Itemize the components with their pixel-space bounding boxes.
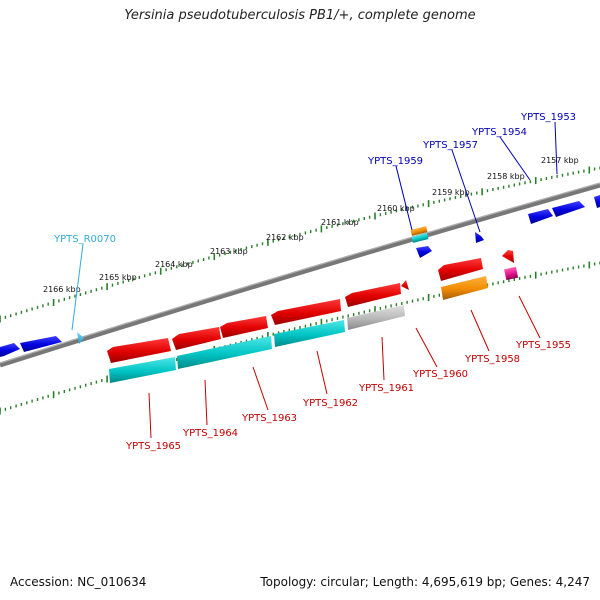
gene-label-1960[interactable]: YPTS_1960 [412,369,468,380]
gene-label-1965[interactable]: YPTS_1965 [125,441,181,452]
gene-label-1961[interactable]: YPTS_1961 [358,383,414,394]
gene-arrow-light-blue[interactable] [77,332,84,344]
gene-box-cyan[interactable] [274,320,345,347]
gene-label-1957[interactable]: YPTS_1957 [422,140,478,151]
gene-label-r0070[interactable]: YPTS_R0070 [53,234,116,245]
scale-label-2162: 2162 kbp [266,233,304,242]
scale-label-2158: 2158 kbp [487,172,525,181]
gene-arrow-blue[interactable] [594,195,600,208]
gene-arrow-red[interactable] [172,327,221,350]
gene-arrow-blue[interactable] [528,209,553,224]
gene-label-1953[interactable]: YPTS_1953 [520,112,576,123]
scale-label-2161: 2161 kbp [321,218,359,227]
gene-label-1955[interactable]: YPTS_1955 [515,340,571,351]
label-line-r0070 [71,243,84,331]
gene-arrow-red[interactable] [401,280,409,290]
scale-label-2165: 2165 kbp [99,273,137,282]
genome-backbone [0,182,600,368]
gene-arrow-red[interactable] [502,250,514,263]
gene-arrow-blue[interactable] [416,246,432,258]
scale-label-2164: 2164 kbp [155,260,193,269]
reverse-genes-row2 [109,276,488,383]
gene-arrow-blue[interactable] [20,336,62,352]
label-line-1962 [316,350,328,395]
gene-box-gray[interactable] [347,305,405,330]
label-line-1953 [554,121,558,175]
gene-label-1964[interactable]: YPTS_1964 [182,428,238,439]
label-line-1963 [252,366,269,411]
gene-label-1962[interactable]: YPTS_1962 [302,398,358,409]
gene-label-1963[interactable]: YPTS_1963 [241,413,297,424]
gene-label-1958[interactable]: YPTS_1958 [464,354,520,365]
gene-arrow-red[interactable] [438,258,483,281]
scale-label-2159: 2159 kbp [432,188,470,197]
label-line-1959 [395,165,413,231]
gene-arrow-blue[interactable] [552,201,585,217]
gene-box-cyan[interactable] [177,336,272,369]
gene-box-cyan[interactable] [411,233,429,243]
forward-genes [0,195,600,357]
scale-label-2157: 2157 kbp [541,156,579,165]
gene-arrow-blue[interactable] [475,232,484,243]
gene-labels: YPTS_1953 YPTS_1954 YPTS_1957 YPTS_1959 … [53,112,576,452]
scale-label-2166: 2166 kbp [43,285,81,294]
gene-arrow-red[interactable] [271,299,341,325]
gene-arrow-red[interactable] [220,316,268,338]
scale-label-2163: 2163 kbp [210,247,248,256]
label-line-1964 [204,379,208,426]
gene-box-pink[interactable] [504,266,519,281]
scale-labels: 2157 kbp 2158 kbp 2159 kbp 2160 kbp 2161… [43,156,579,294]
scale-label-2160: 2160 kbp [377,204,415,213]
gene-box-cyan[interactable] [109,357,176,383]
map-title: Yersinia pseudotuberculosis PB1/+, compl… [124,8,476,23]
label-line-1965 [148,392,152,439]
gene-label-1959[interactable]: YPTS_1959 [367,156,423,167]
genome-backbone-highlight [0,182,600,364]
label-line-1957 [451,149,481,233]
gene-arrow-blue[interactable] [0,343,20,357]
genome-summary-text: Topology: circular; Length: 4,695,619 bp… [260,575,590,589]
label-line-1960 [415,327,438,368]
label-line-1958 [470,309,490,352]
label-line-1954 [499,136,531,181]
accession-text: Accession: NC_010634 [10,575,147,589]
label-line-1955 [518,295,541,339]
label-line-1961 [381,336,385,381]
scale-ticks-upper [0,166,600,323]
gene-arrow-red[interactable] [107,338,171,363]
gene-arrow-red[interactable] [345,283,401,307]
gene-box-orange[interactable] [441,276,488,300]
label-lines [71,121,558,439]
gene-box-orange[interactable] [410,226,428,236]
gene-label-1954[interactable]: YPTS_1954 [471,127,527,138]
reverse-genes-row1 [107,250,519,363]
